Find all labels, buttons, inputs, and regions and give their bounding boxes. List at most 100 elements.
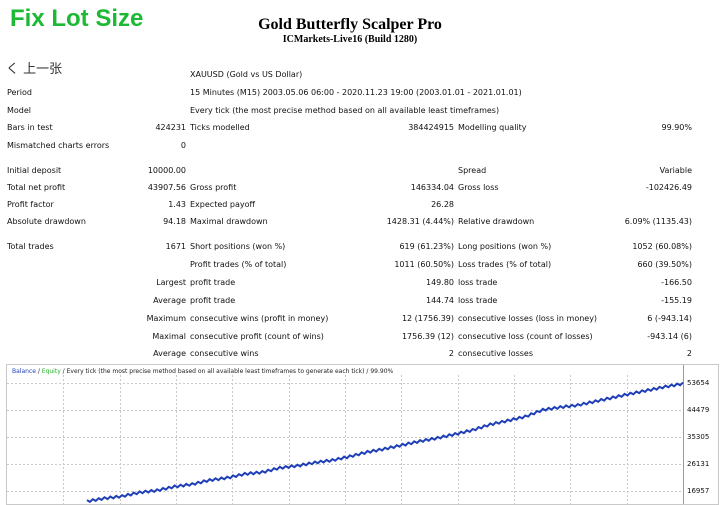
average-label: Average: [153, 296, 186, 305]
legend-equity: Equity: [41, 368, 61, 375]
acl-value: 2: [686, 349, 692, 358]
mclc-label: consecutive loss (count of losses): [458, 332, 593, 341]
acw-label: consecutive wins: [190, 349, 259, 358]
maximal-row: Maximal consecutive profit (count of win…: [0, 331, 725, 343]
symbol-row: XAUUSD (Gold vs US Dollar): [0, 69, 725, 81]
mcp-label: consecutive profit (count of wins): [190, 332, 324, 341]
model-label: Model: [7, 106, 32, 115]
netprofit-label: Total net profit: [7, 183, 66, 192]
llt-label: loss trade: [458, 278, 498, 287]
legend-balance: Balance: [12, 368, 36, 375]
largest-row: Largest profit trade 149.80 loss trade -…: [0, 277, 725, 289]
deposit-value: 10000.00: [147, 166, 186, 175]
chart-legend: Balance / Equity / Every tick (the most …: [12, 368, 393, 375]
alt-label: loss trade: [458, 296, 498, 305]
trades-value: 1671: [165, 242, 186, 251]
pf-value: 1.43: [168, 200, 186, 209]
ticks-value: 384424915: [408, 123, 454, 132]
deposit-row: Initial deposit 10000.00 Spread Variable: [0, 165, 725, 177]
short-value: 619 (61.23%): [399, 242, 454, 251]
apt-value: 144.74: [426, 296, 454, 305]
mcl-value: 6 (-943.14): [647, 314, 692, 323]
period-value: 15 Minutes (M15) 2003.05.06 06:00 - 2020…: [190, 88, 522, 97]
mismatch-value: 0: [180, 141, 186, 150]
long-label: Long positions (won %): [458, 242, 552, 251]
average-row: Average profit trade 144.74 loss trade -…: [0, 295, 725, 307]
mcw-value: 12 (1756.39): [401, 314, 454, 323]
ptrades-row: Profit trades (% of total) 1011 (60.50%)…: [0, 259, 725, 271]
reldd-label: Relative drawdown: [458, 217, 535, 226]
short-label: Short positions (won %): [190, 242, 286, 251]
mcw-label: consecutive wins (profit in money): [190, 314, 329, 323]
quality-label: Modelling quality: [458, 123, 527, 132]
spread-label: Spread: [458, 166, 487, 175]
trades-row: Total trades 1671 Short positions (won %…: [0, 241, 725, 253]
grossprofit-label: Gross profit: [190, 183, 237, 192]
acl-label: consecutive losses: [458, 349, 534, 358]
y-tick-label: 44479: [687, 405, 710, 414]
bars-value: 424231: [155, 123, 186, 132]
legend-separator: /: [35, 368, 42, 375]
ptrades-value: 1011 (60.50%): [394, 260, 454, 269]
mcl-label: consecutive losses (loss in money): [458, 314, 598, 323]
y-tick-label: 53654: [687, 378, 710, 387]
mcp-value: 1756.39 (12): [401, 332, 454, 341]
long-value: 1052 (60.08%): [632, 242, 692, 251]
mismatch-row: Mismatched charts errors 0: [0, 140, 725, 152]
largest-label: Largest: [156, 278, 186, 287]
mclc-value: -943.14 (6): [647, 332, 692, 341]
absdd-value: 94.18: [163, 217, 186, 226]
pf-label: Profit factor: [7, 200, 54, 209]
y-tick-label: 35305: [687, 432, 710, 441]
llt-value: -166.50: [661, 278, 692, 287]
ptrades-label: Profit trades (% of total): [190, 260, 287, 269]
bars-label: Bars in test: [7, 123, 53, 132]
average-consec-row: Average consecutive wins 2 consecutive l…: [0, 348, 725, 360]
quality-value: 99.90%: [661, 123, 692, 132]
lpt-label: profit trade: [190, 278, 236, 287]
maxdd-value: 1428.31 (4.44%): [386, 217, 454, 226]
grossprofit-value: 146334.04: [410, 183, 454, 192]
bars-row: Bars in test 424231 Ticks modelled 38442…: [0, 122, 725, 134]
alt-value: -155.19: [661, 296, 692, 305]
symbol-value: XAUUSD (Gold vs US Dollar): [190, 70, 303, 79]
pf-row: Profit factor 1.43 Expected payoff 26.28: [0, 199, 725, 211]
average-consec-label: Average: [153, 349, 186, 358]
trades-label: Total trades: [7, 242, 54, 251]
ticks-label: Ticks modelled: [190, 123, 250, 132]
period-row: Period 15 Minutes (M15) 2003.05.06 06:00…: [0, 87, 725, 99]
y-tick-label: 26131: [687, 459, 710, 468]
grossloss-value: -102426.49: [645, 183, 692, 192]
series-line-balance: [86, 381, 684, 504]
fix-lot-size-badge: Fix Lot Size: [10, 5, 144, 32]
report-title: Gold Butterfly Scalper Pro: [258, 16, 442, 33]
maximal-label: Maximal: [152, 332, 186, 341]
balance-chart: Balance / Equity / Every tick (the most …: [6, 364, 719, 505]
grossloss-label: Gross loss: [458, 183, 499, 192]
netprofit-value: 43907.56: [147, 183, 186, 192]
legend-description: / Every tick (the most precise method ba…: [60, 368, 394, 375]
model-row: Model Every tick (the most precise metho…: [0, 105, 725, 117]
netprofit-row: Total net profit 43907.56 Gross profit 1…: [0, 182, 725, 194]
acw-value: 2: [448, 349, 454, 358]
apt-label: profit trade: [190, 296, 236, 305]
spread-value: Variable: [659, 166, 692, 175]
maximum-label: Maximum: [146, 314, 186, 323]
reldd-value: 6.09% (1135.43): [624, 217, 692, 226]
back-button[interactable]: く 上一张: [6, 62, 63, 77]
chart-plot: [7, 365, 684, 504]
y-tick-label: 16957: [687, 486, 710, 495]
ltrades-value: 660 (39.50%): [637, 260, 692, 269]
maximum-row: Maximum consecutive wins (profit in mone…: [0, 313, 725, 325]
maxdd-label: Maximal drawdown: [190, 217, 268, 226]
ep-label: Expected payoff: [190, 200, 255, 209]
ep-value: 26.28: [431, 200, 454, 209]
mismatch-label: Mismatched charts errors: [7, 141, 110, 150]
period-label: Period: [7, 88, 32, 97]
drawdown-row: Absolute drawdown 94.18 Maximal drawdown…: [0, 216, 725, 228]
deposit-label: Initial deposit: [7, 166, 62, 175]
ltrades-label: Loss trades (% of total): [458, 260, 552, 269]
model-value: Every tick (the most precise method base…: [190, 106, 500, 115]
lpt-value: 149.80: [426, 278, 454, 287]
report-table: XAUUSD (Gold vs US Dollar) Period 15 Min…: [0, 69, 725, 360]
